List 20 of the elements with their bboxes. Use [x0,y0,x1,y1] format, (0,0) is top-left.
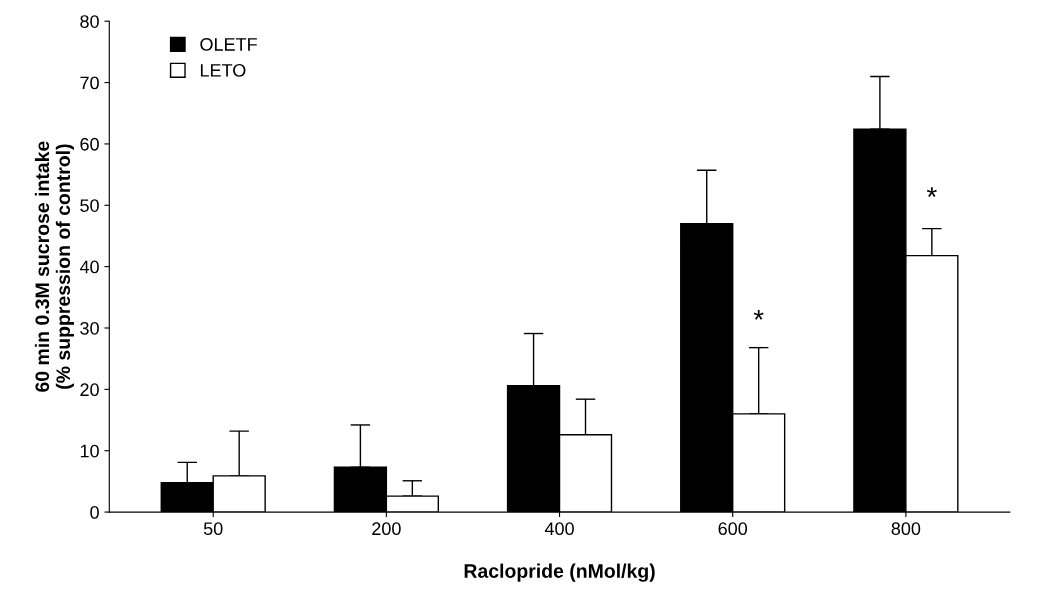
y-tick-label: 10 [80,444,99,458]
x-tick-label: 600 [718,522,748,536]
y-tick-label: 30 [80,321,99,335]
annotation: * [926,187,937,197]
legend-label: LETO [200,63,246,77]
x-tick-label: 200 [372,522,401,536]
y-tick-label: 80 [80,15,99,28]
y-axis-title: 60 min 0.3M sucrose intake (% suppression of control) [34,141,74,392]
x-tick-label: 800 [891,522,921,536]
y-tick-label: 20 [80,383,99,397]
y-tick-label: 60 [80,137,99,151]
x-tick-label: 50 [203,522,223,536]
legend-label: OLETF [200,38,257,51]
annotation: * [753,309,764,320]
y-tick-label: 70 [80,76,99,90]
x-tick-label: 400 [544,522,574,536]
y-tick-label: 0 [90,506,99,519]
y-tick-label: 50 [80,199,99,212]
x-axis-title: Raclopride (nMol/kg) [464,563,655,582]
y-tick-label: 40 [79,260,99,274]
